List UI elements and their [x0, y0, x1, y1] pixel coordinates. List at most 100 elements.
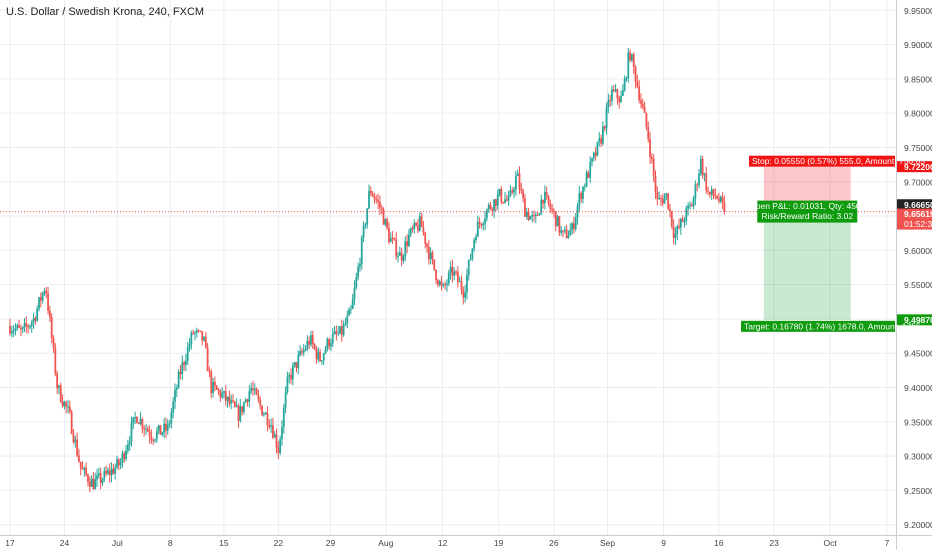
- candle-body: [460, 281, 463, 291]
- candle-body: [404, 241, 407, 257]
- candle-body: [382, 209, 385, 225]
- candle: [589, 156, 592, 183]
- candle-body: [629, 52, 632, 61]
- candle-body: [587, 172, 590, 178]
- candle: [233, 400, 236, 408]
- candle: [315, 346, 318, 365]
- take-profit-zone[interactable]: [763, 211, 851, 320]
- candle-body: [643, 107, 646, 113]
- candle-body: [522, 191, 525, 199]
- candle-body: [578, 193, 581, 206]
- candle: [103, 466, 106, 483]
- candle-body: [188, 344, 191, 348]
- candle: [308, 336, 311, 349]
- candle: [676, 224, 679, 240]
- price-tick-label: 9.85000: [904, 74, 932, 84]
- candle-body: [536, 214, 539, 216]
- candle: [266, 406, 269, 432]
- candle-body: [369, 190, 372, 194]
- candle-body: [456, 271, 459, 282]
- candle-body: [373, 196, 376, 199]
- candle-body: [638, 86, 641, 101]
- candle: [143, 424, 146, 437]
- candle: [427, 239, 430, 265]
- candle-body: [78, 455, 80, 462]
- time-tick-label: 12: [438, 538, 448, 548]
- candle: [248, 385, 251, 408]
- candle: [203, 335, 205, 342]
- candle-body: [9, 325, 11, 334]
- candle: [219, 388, 222, 403]
- candlestick-series: [9, 47, 726, 493]
- candle-body: [141, 418, 144, 429]
- candle: [536, 211, 539, 216]
- candle-body: [157, 425, 160, 432]
- candle-body: [32, 318, 35, 323]
- time-axis[interactable]: 17 24 Jul 8 15 22 29 Aug 12 19 26 Sep 9 16 23 Oct 7: [5, 538, 889, 548]
- candle-body: [618, 98, 621, 103]
- candle: [56, 370, 59, 395]
- candle-body: [502, 201, 505, 203]
- candle-body: [299, 351, 302, 356]
- candle: [569, 223, 572, 236]
- time-tick-label: 16: [714, 538, 724, 548]
- candle: [223, 390, 225, 399]
- candle-body: [192, 332, 195, 334]
- candle: [184, 353, 187, 371]
- candle-body: [710, 189, 713, 195]
- candle-body: [585, 172, 588, 187]
- candle-body: [507, 195, 510, 201]
- candle: [43, 288, 46, 296]
- candle-body: [455, 271, 457, 273]
- candle: [366, 208, 369, 229]
- candle-body: [621, 90, 624, 96]
- candle-body: [85, 467, 88, 475]
- candle-body: [375, 198, 378, 201]
- candle: [150, 429, 153, 444]
- candle-body: [281, 427, 283, 440]
- price-axis[interactable]: 9.20000 9.25000 9.30000 9.35000 9.40000 9.450…: [897, 6, 932, 530]
- candle-body: [389, 237, 392, 243]
- candle: [45, 287, 48, 299]
- candle: [76, 432, 78, 458]
- candle-body: [304, 348, 307, 350]
- candle: [320, 360, 323, 365]
- candle-body: [417, 225, 419, 231]
- candle: [74, 435, 77, 448]
- candle-body: [54, 347, 57, 374]
- candle: [339, 325, 341, 335]
- candle: [328, 337, 331, 350]
- candle: [134, 411, 137, 424]
- candle-body: [344, 323, 347, 325]
- candle-body: [556, 216, 559, 227]
- candle-body: [366, 208, 369, 225]
- candle-body: [355, 277, 358, 288]
- candle-body: [121, 453, 124, 463]
- candle: [509, 185, 512, 197]
- candle-body: [288, 374, 291, 377]
- candle-body: [311, 335, 314, 345]
- candle: [90, 475, 93, 487]
- candle-body: [513, 189, 515, 193]
- candle-body: [687, 205, 690, 209]
- candle-body: [426, 243, 428, 247]
- candle-body: [433, 259, 436, 270]
- long-position-tool[interactable]: [763, 166, 851, 320]
- candle-body: [87, 474, 89, 483]
- candle: [665, 192, 668, 201]
- candle: [291, 362, 294, 386]
- candle: [681, 215, 684, 223]
- candle: [344, 317, 347, 327]
- candle-body: [475, 236, 477, 240]
- candle-body: [293, 362, 296, 366]
- candle-body: [553, 210, 555, 212]
- candle: [658, 191, 661, 200]
- candle-body: [252, 388, 254, 391]
- candle: [255, 387, 258, 396]
- candle: [611, 85, 613, 106]
- candle-body: [538, 213, 541, 216]
- candle-body: [650, 157, 653, 159]
- candle-body: [569, 230, 572, 236]
- candle: [194, 330, 196, 341]
